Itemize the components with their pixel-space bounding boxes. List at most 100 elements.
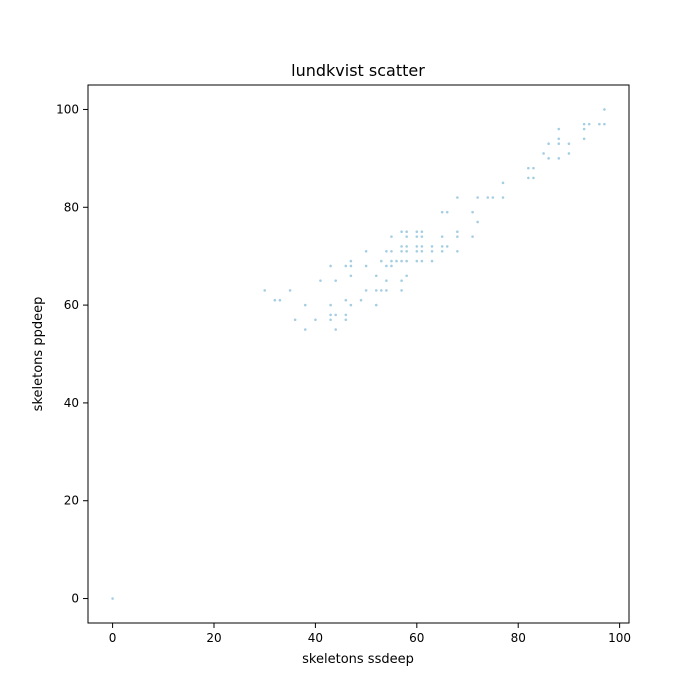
data-point — [385, 249, 388, 253]
x-tick-label: 60 — [409, 631, 424, 645]
data-point — [557, 137, 561, 141]
data-point — [405, 274, 408, 278]
data-point — [334, 313, 337, 317]
data-point — [557, 127, 561, 131]
data-point — [400, 279, 403, 282]
data-point — [329, 313, 332, 317]
data-point — [527, 166, 530, 170]
data-point — [471, 235, 474, 238]
data-point — [349, 274, 353, 278]
data-point — [263, 289, 267, 292]
data-point — [420, 245, 424, 248]
data-point — [430, 245, 434, 248]
data-point — [456, 235, 459, 238]
data-point — [349, 303, 353, 307]
data-point — [598, 122, 601, 126]
chart-title: lundkvist scatter — [291, 61, 425, 80]
data-point — [380, 289, 383, 292]
data-point — [293, 318, 297, 322]
data-point — [440, 235, 444, 238]
data-point — [476, 220, 479, 224]
data-point — [400, 245, 403, 248]
data-point — [390, 249, 393, 253]
data-point — [582, 122, 586, 126]
data-point — [557, 142, 561, 145]
y-tick-label: 60 — [64, 298, 79, 312]
data-point — [603, 108, 606, 111]
data-point — [486, 196, 490, 199]
data-point — [349, 264, 353, 268]
x-tick-label: 40 — [308, 631, 323, 645]
data-point — [557, 157, 561, 160]
data-point — [430, 259, 434, 263]
data-point — [344, 313, 348, 317]
data-point — [303, 328, 307, 331]
data-point — [582, 137, 586, 141]
data-point — [374, 289, 378, 292]
data-point — [385, 289, 388, 292]
data-point — [456, 230, 459, 234]
y-tick-label: 20 — [64, 494, 79, 508]
data-point — [415, 235, 419, 238]
data-point — [420, 259, 424, 263]
x-tick-label: 80 — [511, 631, 526, 645]
data-point — [111, 597, 114, 600]
data-point — [334, 328, 337, 331]
data-point — [380, 259, 383, 263]
data-point — [319, 279, 322, 282]
x-tick-label: 100 — [608, 631, 631, 645]
data-point — [359, 298, 363, 302]
data-point — [491, 196, 495, 199]
data-point — [415, 249, 419, 253]
data-point — [405, 245, 408, 248]
data-point — [430, 249, 434, 253]
x-tick-label: 20 — [206, 631, 221, 645]
data-point — [334, 279, 337, 282]
data-point — [390, 235, 393, 238]
data-point — [405, 230, 408, 234]
data-point — [420, 249, 424, 253]
data-point — [385, 279, 388, 282]
data-point — [420, 235, 424, 238]
data-point — [329, 318, 332, 322]
data-point — [364, 289, 368, 292]
data-point — [400, 230, 403, 234]
data-point — [440, 210, 444, 214]
data-point — [603, 122, 606, 126]
data-point — [542, 152, 545, 155]
data-point — [532, 176, 535, 180]
data-point — [415, 245, 419, 248]
data-point — [476, 196, 479, 199]
data-point — [344, 264, 348, 268]
data-point — [471, 210, 474, 214]
data-point — [547, 157, 550, 160]
data-point — [400, 289, 403, 292]
y-axis-label: skeletons ppdeep — [31, 297, 46, 412]
data-point — [344, 298, 348, 302]
data-point — [273, 298, 277, 302]
x-axis: 0 20 40 60 80 100 — [109, 623, 631, 645]
data-point — [288, 289, 292, 292]
data-point — [390, 259, 393, 263]
x-axis-label: skeletons ssdeep — [302, 652, 414, 667]
data-point — [445, 210, 449, 214]
data-point — [364, 249, 368, 253]
data-point — [440, 245, 444, 248]
data-point — [390, 264, 393, 268]
y-tick-label: 40 — [64, 396, 79, 410]
data-point — [567, 152, 571, 155]
data-point — [420, 230, 424, 234]
data-point — [501, 196, 505, 199]
data-point — [587, 122, 591, 126]
data-point — [314, 318, 317, 322]
data-point — [303, 303, 307, 307]
data-point — [385, 264, 388, 268]
plot-frame — [87, 84, 630, 624]
data-point — [415, 259, 419, 263]
y-axis: 0 20 40 60 80 100 — [56, 102, 88, 606]
data-point — [349, 259, 353, 263]
data-point — [329, 264, 332, 268]
data-point — [527, 176, 530, 180]
data-point — [364, 264, 368, 268]
